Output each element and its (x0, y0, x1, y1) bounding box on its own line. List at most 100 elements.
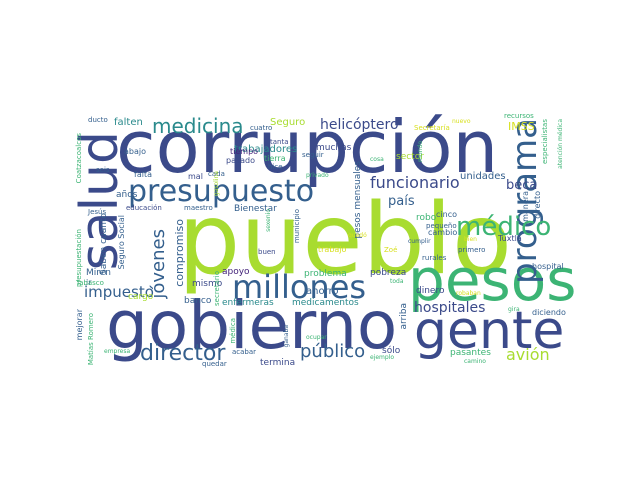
word-secretario: secretario (213, 271, 221, 306)
word-anos: años (116, 190, 138, 200)
word-gente: gente (414, 301, 565, 361)
word-pasado: pasado (226, 156, 256, 165)
word-empresa: empresa (104, 348, 131, 355)
word-funcionario: funcionario (370, 173, 460, 192)
word-mejorar: mejorar (75, 309, 84, 341)
word-robaban: robaban (456, 290, 481, 297)
word-bien: bien (464, 236, 477, 243)
word-hice: hice (268, 163, 283, 171)
word-hospital: hospital (532, 262, 564, 271)
word-primero: primero (458, 246, 486, 254)
word-ahorro: ahorro (306, 286, 339, 297)
word-directo: directo (533, 191, 542, 219)
word-rurales: rurales (422, 254, 447, 262)
word-trabajadores: trabajadores (234, 144, 298, 155)
word-pequeno: pequeño (426, 222, 457, 230)
word-solo: sólo (382, 346, 401, 356)
word-cinco: cinco (436, 210, 457, 219)
word-beca: beca (506, 178, 538, 193)
word-sexenio: sexenio (265, 209, 272, 232)
word-ejemplo: ejemplo (370, 354, 395, 361)
word-medico: médico (456, 212, 552, 242)
word-unidades: unidades (460, 171, 506, 182)
word-bienestar: Bienestar (234, 204, 277, 214)
word-medicamentos: medicamentos (292, 298, 359, 308)
word-coatzacoalcos: Coatzacoalcos (75, 133, 83, 184)
word-gasolina: gasolina (213, 171, 220, 197)
word-camino: camino (464, 358, 486, 365)
word-helicoptero: helicóptero (320, 117, 399, 133)
word-falten: falten (114, 117, 143, 128)
word-acabar: acabar (232, 348, 257, 356)
word-cumplir: cumplir (408, 238, 431, 245)
word-recursos: recursos (504, 113, 534, 120)
word-quedo: quedó (348, 232, 367, 239)
word-cosa: cosa (370, 156, 384, 163)
word-millones: millones (232, 268, 367, 306)
word-pesos: pesos (408, 246, 577, 314)
word-mal: mal (188, 172, 203, 181)
word-seguro: Seguro (270, 117, 306, 128)
word-quedar: quedar (202, 360, 227, 368)
word-mundo: mundo (417, 141, 424, 162)
word-ocupar: ocupar (306, 334, 327, 341)
word-matias-romero: Matías Romero (87, 313, 95, 366)
word-impuesto: impuesto (84, 283, 154, 301)
word-hospitales: hospitales (414, 300, 486, 316)
word-secretaria: Secretaría (414, 124, 450, 132)
word-tuxtla: Tuxtla (498, 234, 522, 243)
word-presupuesto: presupuesto (128, 174, 315, 209)
word-abajo: abajo (124, 147, 146, 156)
word-atencion-medica: atención médica (557, 119, 564, 169)
word-miren: Miren (86, 268, 112, 278)
word-cuatro: cuatro (250, 124, 273, 132)
word-gira: gira (508, 306, 520, 313)
word-cargo: cargo (128, 292, 154, 302)
word-avion: avión (506, 345, 550, 364)
word-pueblo: pueblo (178, 183, 513, 297)
word-tanta: tanta (270, 138, 289, 146)
word-robo: robo (416, 213, 437, 223)
word-saben-cuanto: Saben cuánto (99, 213, 109, 275)
word-especialistas: especialistas (541, 119, 549, 165)
word-toda: toda (390, 278, 404, 285)
word-cloud: pueblo corrupción gobierno pesos salud g… (74, 113, 578, 368)
word-pasantes: pasantes (450, 348, 491, 358)
word-gobierno: gobierno (106, 287, 398, 364)
word-seis: seis (96, 166, 110, 174)
word-seguro-social: Seguro Social (117, 215, 126, 270)
word-tiempo: tiempo (230, 147, 259, 156)
word-medicina: medicina (152, 114, 244, 138)
word-ir: ir (86, 278, 92, 287)
word-nuevo: nuevo (452, 118, 471, 125)
word-enfermeras: enfermeras (222, 298, 274, 308)
word-mismo: mismo (192, 279, 223, 289)
word-corrupcion: corrupción (116, 113, 499, 189)
word-pesos-mensuales: pesos mensuales (353, 161, 363, 239)
word-municipio: municipio (293, 209, 301, 244)
word-privado: privado (306, 172, 329, 179)
word-tierra: tierra (264, 154, 286, 163)
word-problema: problema (304, 269, 347, 279)
word-pobreza: pobreza (370, 268, 407, 278)
word-jesus: Jesús (88, 208, 107, 216)
word-zoe: Zoé (384, 246, 398, 254)
word-muchas: muchas (316, 143, 352, 153)
word-apoyo: apoyo (222, 267, 250, 277)
word-trabajo: trabajo (318, 245, 347, 254)
word-pais: país (388, 194, 415, 209)
word-dinero: dinero (416, 286, 445, 296)
word-diciendo: diciendo (532, 308, 566, 317)
word-imss: IMSS (508, 120, 535, 133)
word-maestro: maestro (184, 204, 213, 212)
word-compromiso: compromiso (173, 219, 186, 287)
word-educacion: educación (126, 204, 162, 212)
word-manera: manera (521, 191, 530, 222)
word-seguir: seguir (302, 151, 324, 159)
word-ganaba: ganaba (283, 325, 290, 348)
word-falta: falta (134, 170, 152, 179)
word-buen: buen (258, 248, 276, 256)
word-banco: banco (184, 296, 212, 306)
word-publico: público (300, 341, 366, 362)
word-sector: sector (396, 152, 424, 162)
